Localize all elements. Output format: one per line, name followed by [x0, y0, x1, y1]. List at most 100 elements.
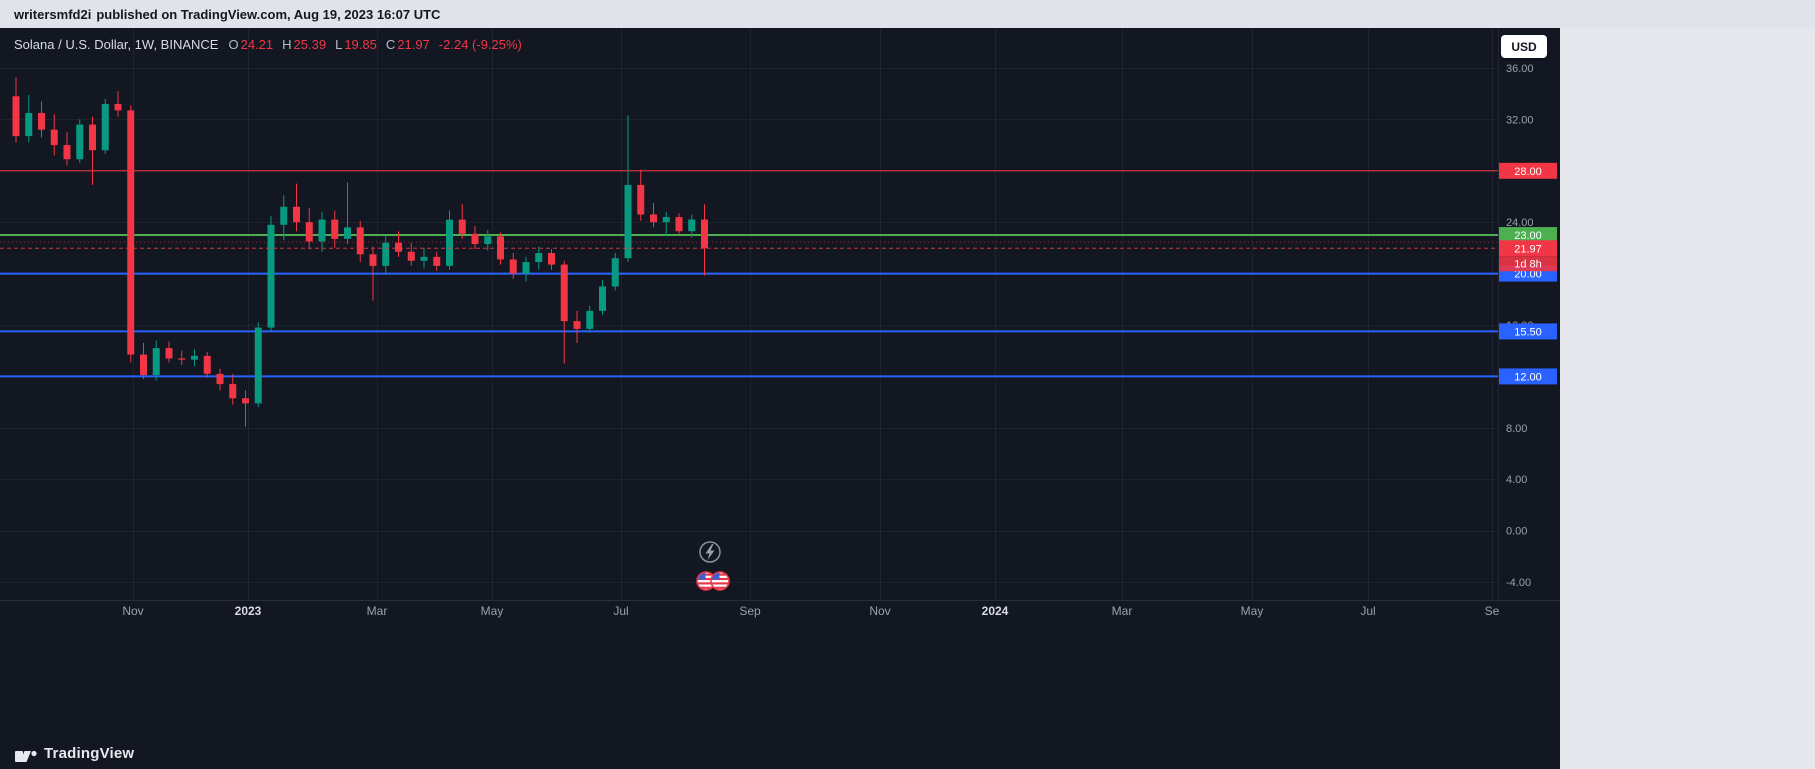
time-label: May: [481, 604, 504, 618]
us-economic-event-icon[interactable]: [711, 572, 729, 590]
page-background-right: [1560, 28, 1815, 769]
price-tick-label: 32.00: [1506, 114, 1534, 126]
time-label: Se: [1485, 604, 1500, 618]
candle-body: [548, 253, 555, 265]
price-tick-label: 4.00: [1506, 474, 1527, 486]
level-price-label-text: 15.50: [1514, 326, 1542, 338]
candle-body: [305, 222, 313, 242]
candle-body: [599, 286, 606, 311]
tradingview-logo-text: TradingView: [44, 745, 135, 762]
candle-body: [395, 242, 402, 252]
time-label: Mar: [367, 604, 388, 618]
candle-body: [369, 254, 377, 266]
tradingview-logo-icon: [15, 750, 37, 762]
flag-ring: [710, 571, 730, 591]
time-label: Nov: [869, 604, 890, 618]
candle-body: [229, 384, 237, 399]
candle-body: [458, 219, 466, 234]
candle-body: [382, 242, 390, 266]
candle-body: [38, 112, 45, 130]
price-tick-label: 0.00: [1506, 526, 1527, 538]
candle-body: [662, 217, 670, 223]
candle-body: [114, 103, 122, 111]
candle-body: [127, 110, 135, 355]
candle-body: [675, 217, 683, 232]
publish-info: published on TradingView.com, Aug 19, 20…: [96, 6, 441, 22]
candle-body: [611, 258, 619, 287]
candle-body: [101, 103, 109, 151]
bar-countdown-text: 1d 8h: [1514, 258, 1542, 270]
grid-lines: [0, 28, 1498, 600]
candle-body: [535, 253, 543, 263]
candle-body: [293, 206, 300, 223]
candle-body: [178, 358, 186, 360]
candle-body: [522, 262, 530, 274]
last-price-label: [1499, 240, 1557, 257]
candle-body: [586, 310, 594, 329]
candle-body: [76, 124, 84, 160]
candles: [12, 76, 708, 427]
level-price-label: [1499, 368, 1557, 385]
currency-toggle-button[interactable]: USD: [1501, 35, 1547, 58]
candle-body: [203, 355, 211, 374]
candle-body: [140, 354, 147, 376]
level-price-label: [1499, 323, 1557, 340]
candle-body: [25, 112, 33, 137]
candle-body: [484, 236, 492, 245]
candle-body: [191, 355, 198, 360]
candle-body: [356, 227, 364, 255]
candle-body: [471, 233, 479, 245]
time-label: 2023: [235, 604, 262, 618]
candle-body: [165, 348, 173, 359]
candle-body: [242, 398, 249, 404]
candle-body: [318, 219, 326, 242]
bar-countdown-label: [1499, 256, 1557, 272]
price-chart: 36.0032.0028.0024.0020.0016.0012.008.004…: [0, 28, 1560, 630]
candle-body: [560, 264, 568, 322]
candle-body: [446, 219, 453, 266]
candle-body: [688, 219, 696, 232]
chart-area: 36.0032.0028.0024.0020.0016.0012.008.004…: [0, 28, 1560, 769]
time-axis[interactable]: [0, 600, 1498, 630]
publisher-username: writersmfd2i: [14, 6, 92, 22]
level-price-label: [1499, 227, 1557, 244]
candle-body: [637, 184, 645, 215]
last-price-label-text: 21.97: [1514, 243, 1542, 255]
candle-body: [152, 348, 160, 376]
time-label: May: [1241, 604, 1264, 618]
candle-body: [50, 129, 58, 146]
candle-body: [63, 145, 71, 160]
lightning-event-icon[interactable]: [699, 541, 721, 563]
time-label: 2024: [982, 604, 1009, 618]
candle-body: [407, 251, 415, 261]
candle-body: [331, 219, 339, 239]
time-label: Jul: [613, 604, 628, 618]
candle-body: [701, 219, 708, 249]
candle-body: [650, 214, 657, 223]
candle-body: [216, 373, 224, 385]
price-axis[interactable]: [1498, 28, 1560, 600]
tradingview-logo[interactable]: TradingView: [15, 745, 134, 762]
price-tick-label: 24.00: [1506, 217, 1534, 229]
candle-body: [344, 227, 351, 239]
price-tick-label: 8.00: [1506, 423, 1527, 435]
time-label: Mar: [1112, 604, 1133, 618]
level-price-label-text: 28.00: [1514, 166, 1542, 178]
price-tick-label: 36.00: [1506, 63, 1534, 75]
candle-body: [89, 124, 96, 151]
candle-body: [420, 256, 428, 261]
time-label: Nov: [122, 604, 143, 618]
candle-body: [573, 321, 581, 329]
candle-body: [12, 96, 20, 137]
lightning-bolt-icon: [705, 544, 715, 560]
level-price-label-text: 12.00: [1514, 371, 1542, 383]
us-economic-event-icon[interactable]: [697, 572, 715, 590]
candle-body: [509, 259, 517, 274]
candle-body: [254, 327, 262, 404]
time-label: Jul: [1360, 604, 1375, 618]
candle-body: [267, 224, 275, 328]
level-price-label-text: 20.00: [1514, 269, 1542, 281]
time-label: Sep: [739, 604, 761, 618]
candle-body: [280, 206, 288, 225]
